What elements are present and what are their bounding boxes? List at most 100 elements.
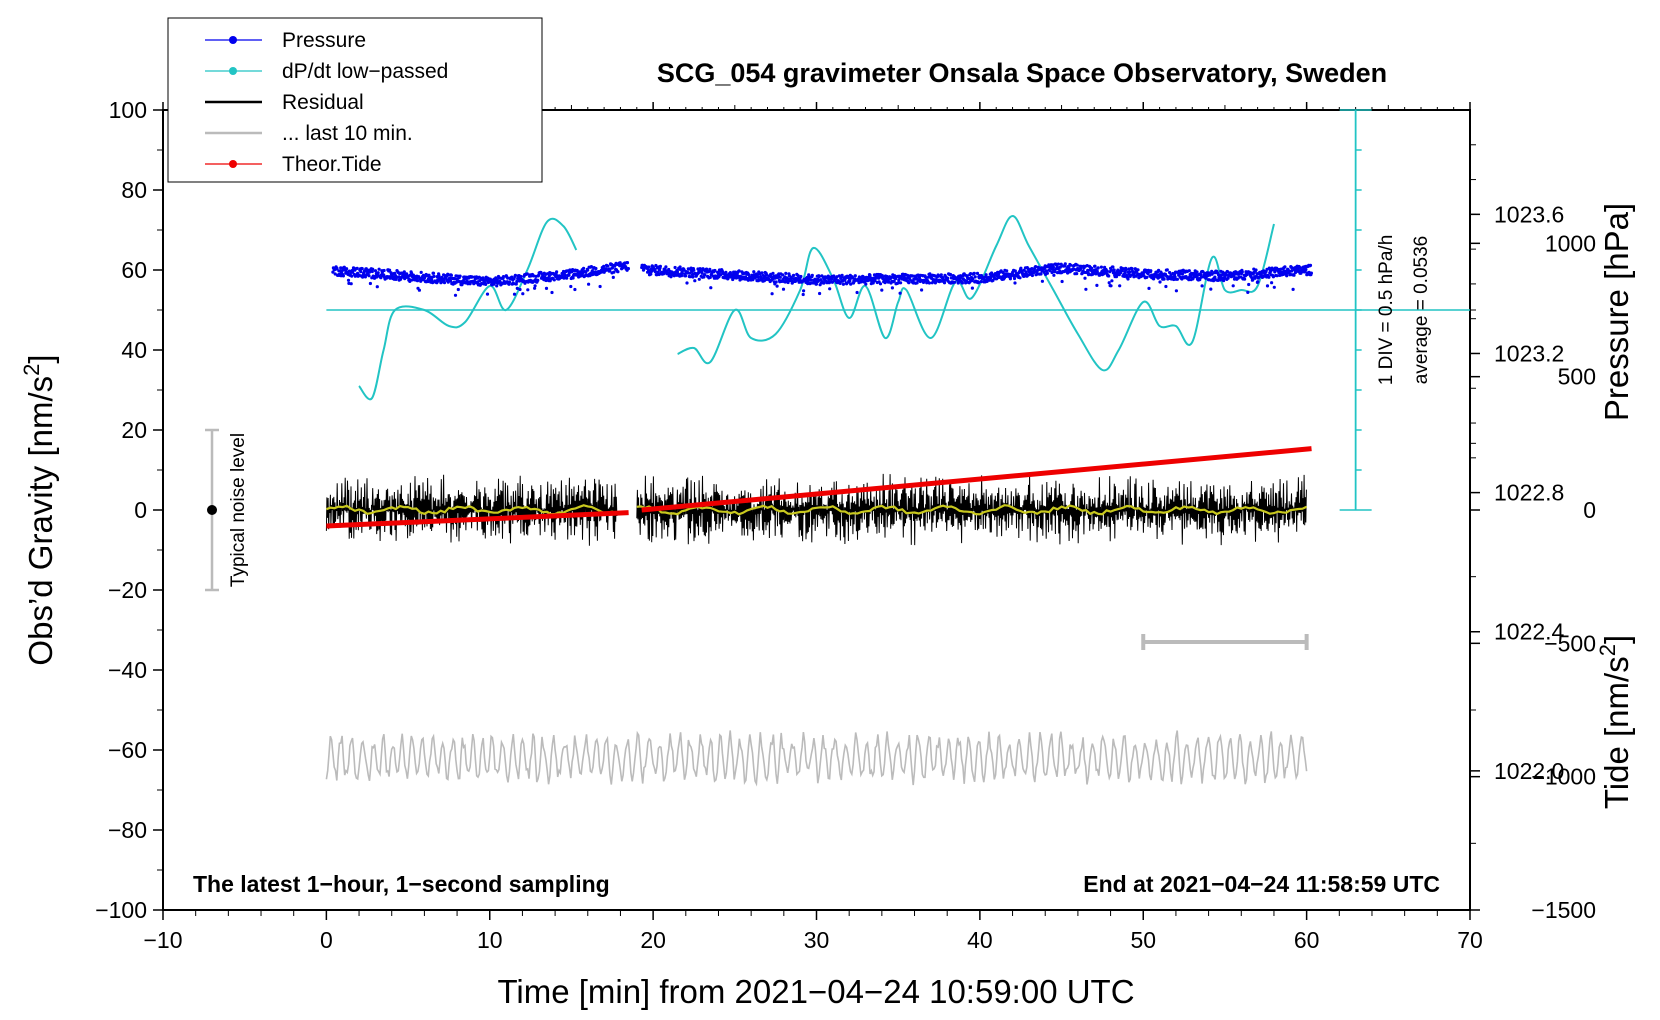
pressure-point [948, 272, 953, 277]
pressure-point [890, 286, 895, 290]
dpdt-line [677, 214, 1275, 372]
pressure-point [975, 271, 980, 275]
pressure-point [1075, 263, 1079, 267]
pressure-point [752, 270, 756, 274]
pressure-point [587, 282, 591, 286]
pressure-point [501, 275, 506, 279]
residual-smoothed-line [326, 504, 617, 516]
pressure-point [1030, 267, 1034, 271]
pressure-point [1030, 273, 1034, 278]
pressure-point [1174, 289, 1178, 293]
pressure-point [654, 263, 658, 268]
pressure-point [598, 284, 602, 289]
pressure-point [1308, 263, 1313, 267]
pressure-point [432, 274, 436, 278]
y-tick-label: −60 [108, 737, 147, 763]
pressure-point [419, 270, 423, 274]
pressure-point [1095, 283, 1099, 287]
pressure-point [1298, 266, 1302, 270]
pressure-point [864, 282, 868, 286]
pressure-point [1199, 273, 1203, 277]
y-tick-label: 80 [121, 177, 147, 203]
pressure-point [679, 274, 684, 278]
pressure-point [1180, 272, 1184, 276]
pressure-point [1254, 268, 1258, 272]
pressure-point [1304, 267, 1308, 272]
pressure-point [611, 275, 615, 279]
x-tick-label: −10 [143, 927, 182, 953]
pressure-point [979, 280, 983, 284]
last-10-min-line [325, 730, 1308, 787]
pressure-point [784, 271, 788, 275]
pressure-point [373, 269, 378, 273]
pressure-point [698, 267, 702, 271]
pressure-point [705, 267, 709, 271]
y-tick-label: 40 [121, 337, 147, 363]
chart-title: SCG_054 gravimeter Onsala Space Observat… [657, 58, 1387, 88]
x-tick-label: 60 [1294, 927, 1320, 953]
pressure-point [485, 292, 490, 296]
pressure-point [1112, 268, 1116, 272]
pressure-point [1012, 276, 1017, 281]
pressure-point [382, 273, 386, 277]
y-tick-label: 20 [121, 417, 147, 443]
pressure-point [692, 268, 696, 272]
pressure-point [550, 290, 554, 295]
pressure-point [685, 281, 689, 285]
pressure-point [828, 287, 832, 291]
pressure-point [484, 282, 488, 286]
pressure-point [519, 274, 523, 279]
pressure-tick-label: 1023.2 [1494, 340, 1564, 366]
pressure-point [1075, 272, 1079, 276]
pressure-point [934, 278, 938, 282]
pressure-point [1090, 266, 1094, 270]
pressure-tick-label: 1023.6 [1494, 201, 1564, 227]
pressure-point [980, 274, 984, 278]
pressure-point [1093, 264, 1097, 268]
pressure-point [335, 266, 339, 270]
pressure-point [868, 273, 872, 277]
pressure-point [1060, 279, 1064, 284]
pressure-point [653, 270, 658, 274]
pressure-point [1039, 272, 1043, 276]
pressure-point [1107, 274, 1111, 278]
pressure-point [709, 286, 713, 290]
legend-label: dP/dt low−passed [282, 60, 448, 83]
pressure-point [708, 267, 712, 271]
average-label: average = 0.0536 [1411, 236, 1432, 384]
pressure-tick-label: 1022.8 [1494, 480, 1564, 506]
pressure-point [594, 266, 598, 271]
pressure-point [1246, 290, 1250, 294]
legend-label: ... last 10 min. [282, 122, 413, 145]
pressure-point [1040, 279, 1044, 283]
pressure-point [1094, 272, 1098, 276]
pressure-point [415, 279, 420, 283]
y-axis-pressure-title: Pressure [hPa] [1598, 203, 1635, 421]
pressure-point [350, 274, 354, 278]
pressure-point [806, 282, 810, 286]
pressure-point [616, 270, 620, 274]
pressure-point [377, 267, 381, 271]
legend-marker [229, 67, 237, 75]
pressure-point [920, 288, 924, 292]
legend-label: Pressure [282, 29, 366, 52]
pressure-point [840, 273, 844, 277]
y-axis-left-title: Obs’d Gravity [nm/s2] [19, 354, 59, 665]
tide-tick-label: −1000 [1531, 764, 1596, 790]
pressure-point [939, 273, 943, 277]
tide-tick-label: 1000 [1545, 230, 1596, 256]
pressure-point [364, 267, 368, 271]
pressure-point [582, 266, 586, 270]
pressure-point [892, 279, 896, 283]
pressure-point [525, 272, 529, 276]
pressure-point [792, 273, 796, 277]
pressure-point [832, 274, 836, 278]
pressure-point [513, 273, 518, 277]
pressure-point [1044, 269, 1049, 273]
pressure-point [878, 282, 883, 286]
pressure-point [667, 267, 671, 272]
pressure-point [555, 270, 559, 274]
pressure-point [1047, 263, 1051, 267]
pressure-point [458, 274, 462, 278]
